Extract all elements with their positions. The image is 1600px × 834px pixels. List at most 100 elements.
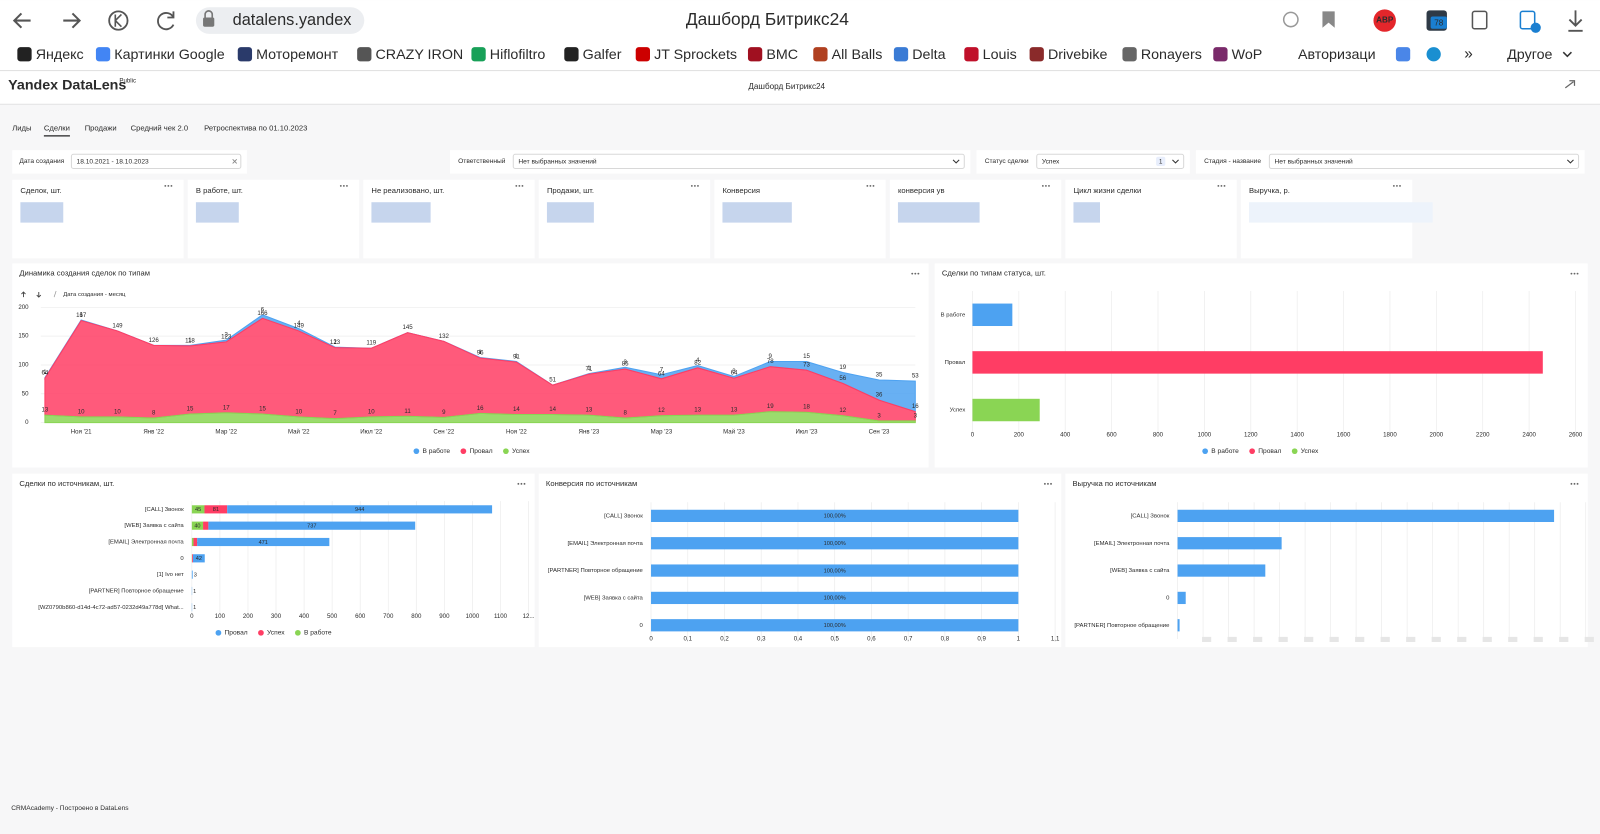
bar-segment xyxy=(191,570,193,579)
logo-badge: Public xyxy=(119,77,136,84)
bookmark[interactable]: Картинки Google xyxy=(114,47,224,63)
filter-input[interactable] xyxy=(70,153,242,170)
bookmark[interactable]: CRAZY IRON xyxy=(376,47,464,63)
x-tick-label: Янв '22 xyxy=(143,428,164,435)
collections-icon[interactable] xyxy=(1471,10,1488,30)
data-label: 100,00% xyxy=(824,541,846,547)
sort-down[interactable] xyxy=(36,292,42,298)
data-label: 81 xyxy=(213,507,219,513)
reload-button[interactable] xyxy=(157,11,175,31)
bookmark[interactable]: Hiflofiltro xyxy=(490,47,546,63)
bar xyxy=(1177,591,1186,605)
filter-value: Успех xyxy=(1042,159,1060,166)
data-label: 118 xyxy=(185,337,195,344)
data-label: 1 xyxy=(79,311,83,318)
y-tick-label: [PARTNER] Повторное обращение xyxy=(89,589,185,595)
menu-dot xyxy=(1573,482,1576,485)
x-tick-label-blurred xyxy=(1278,636,1288,642)
bookmark[interactable]: BMC xyxy=(766,47,798,63)
tab[interactable]: Средний чек 2.0 xyxy=(131,124,189,133)
download-icon[interactable] xyxy=(1568,10,1583,32)
bookmark[interactable]: Моторемонт xyxy=(256,47,338,63)
chat-icon[interactable] xyxy=(1282,11,1299,28)
bookmark[interactable]: Delta xyxy=(912,47,945,63)
y-tick-label: 0 xyxy=(640,623,644,629)
chart-panel xyxy=(12,473,535,648)
x-tick-label: Ноя '22 xyxy=(506,428,527,435)
bookmark-icon[interactable] xyxy=(1322,11,1335,28)
x-tick-label: 1000 xyxy=(1198,431,1212,438)
data-label: 13 xyxy=(731,407,738,414)
sort-up[interactable] xyxy=(21,291,26,298)
data-label: 8 xyxy=(623,410,627,417)
yandex-button[interactable] xyxy=(108,10,129,31)
bookmark[interactable]: Авторизаци xyxy=(1298,47,1376,63)
bookmark[interactable]: Ronayers xyxy=(1141,47,1202,63)
legend-swatch xyxy=(295,629,301,636)
filter-input[interactable] xyxy=(1268,153,1580,170)
forward-button[interactable] xyxy=(63,12,82,29)
tab[interactable]: Ретроспектива по 01.10.2023 xyxy=(204,124,307,133)
bookmark[interactable]: JT Sprockets xyxy=(654,47,737,63)
chart-title: Выручка по источникам xyxy=(1072,479,1156,488)
y-tick-label: 200 xyxy=(18,304,29,311)
y-tick-label: [WZ0790b860-d14d-4c72-ad57-0232d49a778d]… xyxy=(38,605,184,611)
bookmark[interactable]: Яндекс xyxy=(36,47,84,63)
data-label: 145 xyxy=(402,324,413,331)
menu-dot xyxy=(1573,272,1576,275)
x-tick-label: 0,6 xyxy=(867,636,876,643)
clear-icon[interactable] xyxy=(232,159,238,164)
back-button[interactable] xyxy=(12,12,31,29)
bookmarks-other[interactable]: Другое xyxy=(1507,47,1552,63)
menu-dot xyxy=(872,184,875,187)
logo[interactable]: Yandex DataLens xyxy=(8,78,126,94)
tab[interactable]: Продажи xyxy=(85,124,117,133)
data-label: 56 xyxy=(839,375,846,382)
menu-dot xyxy=(164,184,167,187)
x-tick-label: 0 xyxy=(971,431,975,438)
x-tick-label-blurred xyxy=(1584,636,1594,642)
share-icon[interactable] xyxy=(1564,80,1576,89)
bookmark[interactable]: WoP xyxy=(1232,47,1263,63)
address-bar[interactable] xyxy=(195,7,365,34)
bookmark-icon xyxy=(747,47,763,62)
y-tick-label: [CALL] Звонок xyxy=(145,507,184,513)
data-label: 149 xyxy=(112,322,123,329)
bookmark[interactable]: Drivebike xyxy=(1048,47,1108,63)
menu-dot xyxy=(1217,184,1220,187)
x-tick-label: 200 xyxy=(1014,431,1025,438)
data-label: 3 xyxy=(623,359,627,366)
data-label: 36 xyxy=(876,392,883,399)
translate-icon[interactable] xyxy=(1519,10,1536,30)
x-tick-label: 1000 xyxy=(466,613,480,620)
data-label: 7 xyxy=(660,366,664,373)
bookmark[interactable]: Louis xyxy=(983,47,1017,63)
filter-input[interactable] xyxy=(512,153,965,170)
x-tick-label-blurred xyxy=(1559,636,1569,642)
data-label: 1 xyxy=(193,589,196,595)
bookmark[interactable]: Galfer xyxy=(583,47,622,63)
x-tick-label: 0 xyxy=(649,636,653,643)
x-tick-label-blurred xyxy=(1253,636,1263,642)
data-label: 7 xyxy=(333,410,337,417)
lock-icon xyxy=(203,17,215,27)
footer: CRMAcademy - Построено в DataLens xyxy=(11,805,129,812)
x-tick-label-blurred xyxy=(1533,636,1543,642)
bookmark[interactable]: All Balls xyxy=(832,47,883,63)
bookmarks-overflow[interactable]: » xyxy=(1464,45,1473,62)
x-tick-label-blurred xyxy=(1457,636,1467,642)
tab[interactable]: Сделки xyxy=(44,124,70,133)
x-tick-label-blurred xyxy=(1304,636,1314,642)
bar xyxy=(651,509,1019,522)
filter-input[interactable] xyxy=(1036,153,1185,170)
legend-label: В работе xyxy=(422,447,450,455)
kpi-title: Сделок, шт. xyxy=(20,186,61,195)
chart-title: Динамика создания сделок по типам xyxy=(19,269,150,278)
kpi-value-blurred xyxy=(195,202,239,223)
abp-icon[interactable] xyxy=(1373,9,1396,32)
menu-dot xyxy=(342,184,345,187)
x-axis-label: Дата создания - месяц xyxy=(63,292,126,298)
data-label: 42 xyxy=(196,556,202,562)
tab[interactable]: Лиды xyxy=(12,124,31,133)
y-tick-label: Провал xyxy=(945,360,966,366)
